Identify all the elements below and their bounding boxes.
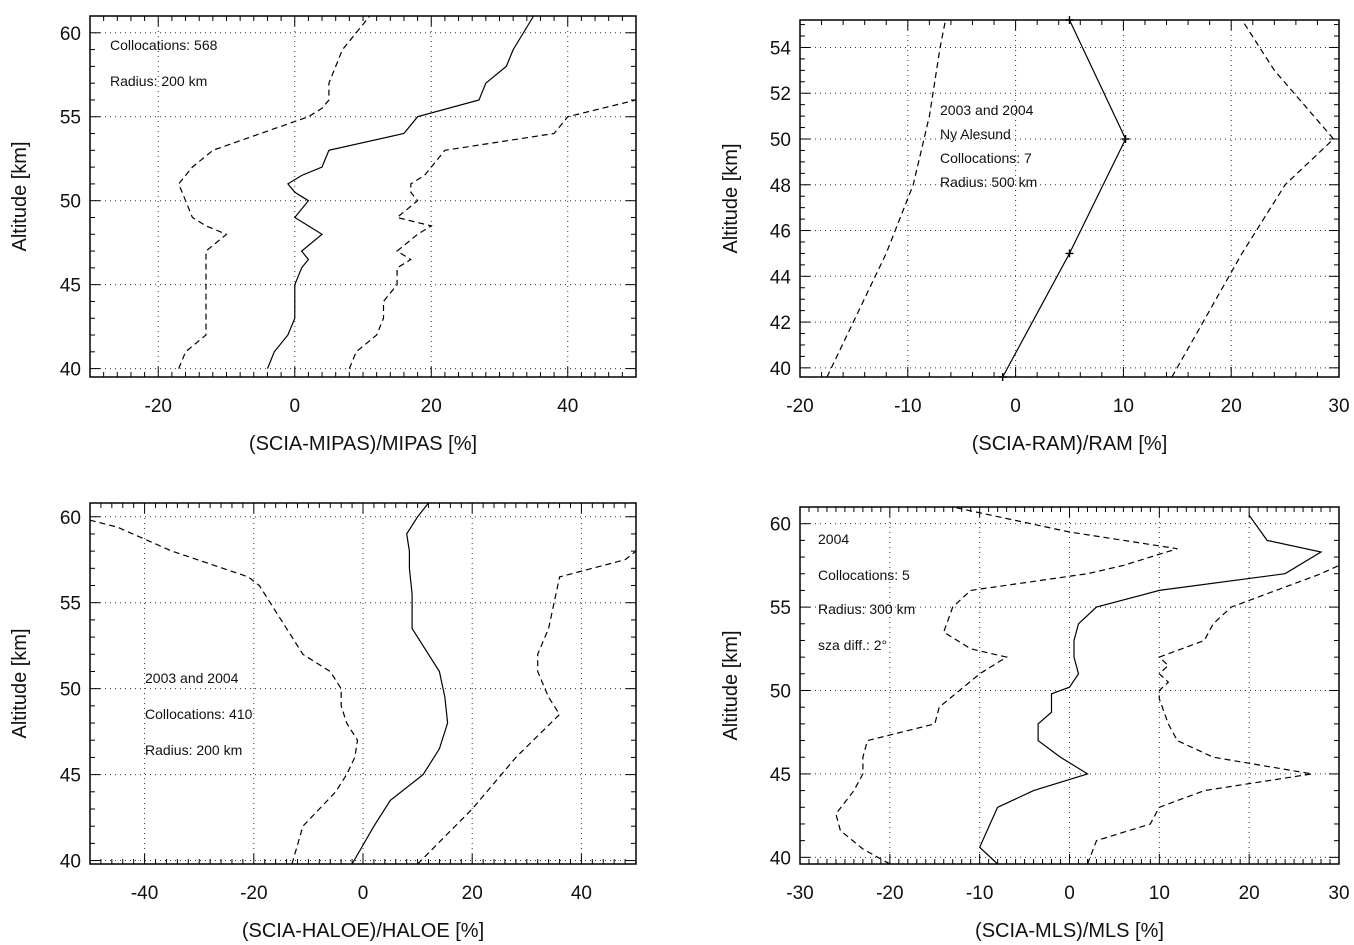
annotation: 2003 and 2004 (145, 670, 239, 686)
x-tick-label: 30 (1328, 396, 1349, 417)
annotation: 2003 and 2004 (940, 102, 1034, 118)
x-tick-label: 10 (1113, 396, 1134, 417)
y-axis-label: Altitude [km] (9, 141, 31, 251)
x-tick-label: 30 (1328, 883, 1349, 904)
y-tick-label: 50 (770, 130, 791, 151)
y-tick-label: 60 (60, 508, 81, 529)
annotation: Ny Alesund (940, 126, 1011, 142)
series-line-1 (1002, 19, 1127, 378)
plot-frame (89, 502, 637, 865)
x-tick-label: 0 (358, 883, 369, 904)
y-tick-label: 40 (60, 852, 81, 873)
annotation: Radius: 500 km (940, 174, 1037, 190)
panel-3: -40 -20 0 20 40 40 45 50 55 60 (SCIA-HALOE)/HALOE … (9, 502, 637, 942)
y-tick-label: 40 (770, 848, 791, 869)
x-tick-label: 0 (1010, 396, 1021, 417)
series-line-3 (1086, 564, 1340, 865)
y-tick-label: 45 (60, 276, 81, 297)
plot-frame (89, 15, 637, 378)
y-tick-label: 50 (770, 682, 791, 703)
x-tick-label: -10 (894, 396, 921, 417)
series-line-2 (89, 519, 359, 865)
y-tick-label: 44 (770, 267, 792, 288)
x-tick-label: 10 (1149, 883, 1170, 904)
series-line-3 (348, 99, 637, 369)
y-tick-label: 54 (770, 38, 792, 59)
annotation: Radius: 200 km (110, 73, 207, 89)
x-tick-label: 20 (1239, 883, 1260, 904)
y-tick-label: 52 (770, 84, 791, 105)
x-tick-label: -10 (966, 883, 993, 904)
x-tick-label: 40 (557, 396, 578, 417)
x-axis-label: (SCIA-RAM)/RAM [%] (972, 433, 1168, 455)
x-tick-label: 20 (421, 396, 442, 417)
y-tick-label: 60 (770, 515, 791, 536)
annotation: Collocations: 5 (818, 567, 910, 583)
x-tick-label: 20 (1221, 396, 1242, 417)
plot-frame (799, 506, 1340, 865)
x-axis-label: (SCIA-MIPAS)/MIPAS [%] (249, 433, 477, 455)
y-tick-label: 55 (60, 594, 81, 615)
y-tick-label: 45 (770, 765, 791, 786)
y-tick-label: 48 (770, 176, 791, 197)
series-line-2 (826, 19, 947, 378)
data-point (1121, 135, 1130, 143)
data-point (1065, 249, 1074, 258)
series-line-3 (1171, 19, 1335, 378)
annotation: Collocations: 410 (145, 706, 253, 722)
y-tick-label: 42 (770, 313, 791, 334)
y-axis-label: Altitude [km] (720, 630, 742, 740)
y-tick-label: 40 (770, 359, 791, 380)
x-tick-label: -20 (145, 396, 172, 417)
series-line-1 (351, 502, 449, 865)
x-tick-label: -30 (786, 883, 813, 904)
panel-4: -30 -20 -10 0 10 20 30 40 45 50 55 60 (SCIA-MLS)/MLS… (720, 506, 1350, 942)
annotation: Collocations: 568 (110, 37, 218, 53)
x-axis-label: (SCIA-MLS)/MLS [%] (975, 920, 1164, 942)
x-tick-label: 20 (462, 883, 483, 904)
y-axis-label: Altitude [km] (720, 143, 742, 253)
y-tick-label: 55 (770, 598, 791, 619)
y-tick-label: 60 (60, 24, 81, 45)
series-line-3 (417, 550, 637, 865)
x-tick-label: -20 (240, 883, 267, 904)
x-tick-label: -20 (876, 883, 903, 904)
series-line-2 (835, 506, 1178, 865)
y-tick-label: 46 (770, 222, 791, 243)
x-tick-label: -20 (786, 396, 813, 417)
y-tick-label: 45 (60, 766, 81, 787)
panel-1: -20 0 20 40 40 45 50 55 60 (SCIA-MIPAS)/MIPAS [%]… (9, 15, 637, 455)
series-line-1 (978, 514, 1323, 865)
annotation: Collocations: 7 (940, 150, 1032, 166)
y-tick-label: 50 (60, 680, 81, 701)
annotation: Radius: 200 km (145, 742, 242, 758)
y-tick-label: 50 (60, 192, 81, 213)
annotation: Radius: 300 km (818, 601, 915, 617)
panel-2: -20 -10 0 10 20 30 40 42 44 46 48 50 52 54 (SCIA-RAM)/… (720, 16, 1350, 455)
x-tick-label: -40 (131, 883, 158, 904)
x-tick-label: 0 (1064, 883, 1075, 904)
series-line-1 (266, 15, 535, 369)
annotation: 2004 (818, 531, 849, 547)
x-tick-label: 0 (289, 396, 300, 417)
y-tick-label: 55 (60, 108, 81, 129)
annotation: sza diff.: 2° (818, 637, 887, 653)
x-tick-label: 40 (571, 883, 592, 904)
y-tick-label: 40 (60, 360, 81, 381)
y-axis-label: Altitude [km] (9, 628, 31, 738)
plot-frame (799, 19, 1340, 378)
series-line-2 (178, 15, 371, 369)
x-axis-label: (SCIA-HALOE)/HALOE [%] (242, 920, 484, 942)
